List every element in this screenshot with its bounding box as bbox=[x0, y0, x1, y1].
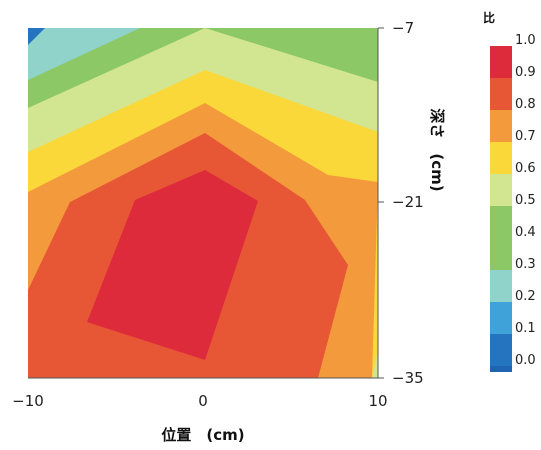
x-tick-label: 10 bbox=[368, 392, 387, 410]
colorbar-tick-label: 0.4 bbox=[515, 225, 536, 240]
y-tick-label: −21 bbox=[392, 193, 424, 211]
colorbar-label: 比 bbox=[483, 10, 495, 25]
colorbar-tick-label: 0.7 bbox=[515, 129, 536, 144]
colorbar-segment bbox=[490, 110, 512, 143]
colorbar-segment bbox=[490, 270, 512, 303]
y-axis-label: 深さ (cm) bbox=[428, 108, 446, 191]
colorbar-tick-label: 0.0 bbox=[515, 353, 536, 368]
colorbar-segment bbox=[490, 238, 512, 271]
contour-band-1.0 bbox=[87, 170, 258, 360]
colorbar-segment bbox=[490, 174, 512, 207]
colorbar-tick-label: 0.6 bbox=[515, 161, 536, 176]
colorbar-segment bbox=[490, 78, 512, 111]
colorbar-segment bbox=[490, 206, 512, 239]
x-axis-label: 位置 (cm) bbox=[161, 426, 244, 444]
colorbar-tick-label: 0.1 bbox=[515, 321, 536, 336]
x-tick-label: −10 bbox=[12, 392, 44, 410]
colorbar-segment bbox=[490, 142, 512, 175]
colorbar-tick-label: 0.9 bbox=[515, 65, 536, 80]
colorbar: 1.0 0.9 0.8 0.7 0.6 0.5 0.4 0.3 0.2 0.1 0.0 bbox=[490, 33, 536, 372]
contour-plot-area bbox=[28, 28, 378, 378]
colorbar-tick-label: 0.2 bbox=[515, 289, 536, 304]
colorbar-segment bbox=[490, 46, 512, 79]
colorbar-tick-label: 0.5 bbox=[515, 193, 536, 208]
colorbar-tick-label: 0.3 bbox=[515, 257, 536, 272]
y-tick-label: −35 bbox=[392, 369, 424, 387]
colorbar-tick-label: 0.8 bbox=[515, 97, 536, 112]
colorbar-segment bbox=[490, 334, 512, 367]
y-tick-label: −7 bbox=[392, 19, 414, 37]
colorbar-segment bbox=[490, 366, 512, 372]
x-tick-label: 0 bbox=[198, 392, 208, 410]
colorbar-segment bbox=[490, 302, 512, 335]
colorbar-tick-label: 1.0 bbox=[515, 33, 536, 48]
